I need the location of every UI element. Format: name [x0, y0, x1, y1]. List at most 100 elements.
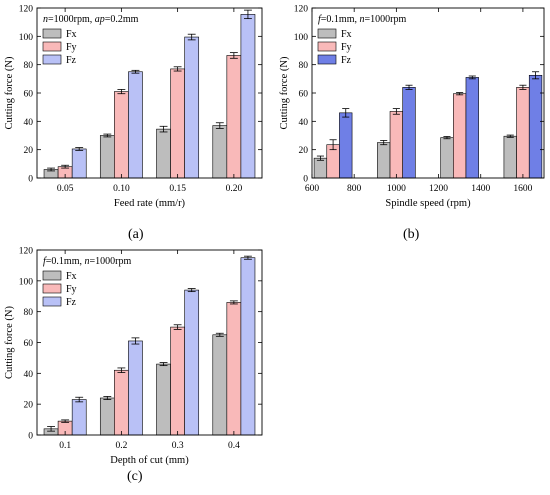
y-tick-label: 120: [19, 5, 34, 15]
y-tick-label: 100: [19, 33, 34, 43]
x-tick-label: 0.10: [113, 184, 130, 194]
bar-fz-0: [339, 112, 353, 179]
legend-swatch-fz: [42, 54, 62, 65]
x-tick-label: 0.15: [169, 184, 186, 194]
bar-fx-1: [377, 142, 391, 179]
y-tick-label: 80: [24, 61, 34, 71]
bar-fz-3: [240, 257, 256, 436]
error-bar-fz-0: [75, 396, 84, 403]
legend-label-fy: Fy: [66, 42, 77, 53]
error-bar-fx-2: [443, 136, 451, 140]
legend-swatch-fx: [317, 28, 337, 39]
bar-fx-1: [99, 135, 115, 179]
error-bar-fy-0: [329, 139, 337, 151]
error-bar-fx-0: [316, 155, 324, 161]
x-tick-label: 0.1: [59, 441, 71, 451]
bar-fz-1: [128, 71, 143, 179]
bar-fz-0: [71, 148, 87, 179]
y-tick-label: 120: [294, 5, 309, 15]
y-tick-label: 80: [299, 61, 309, 71]
bar-fz-0: [71, 399, 87, 436]
panel-label-a: (a): [128, 227, 144, 242]
legend-label-fz: Fz: [66, 55, 77, 66]
error-bar-fx-3: [215, 122, 224, 129]
error-bar-fx-0: [47, 426, 55, 432]
x-tick-label: 1600: [513, 184, 532, 194]
bar-fz-3: [528, 74, 543, 179]
error-bar-fy-3: [229, 300, 238, 305]
y-tick-label: 40: [299, 118, 309, 128]
bar-fy-1: [389, 111, 403, 179]
bar-fx-2: [440, 137, 454, 179]
legend-label-fy: Fy: [341, 42, 352, 53]
y-tick-label: 60: [24, 339, 34, 349]
bar-fx-0: [313, 157, 328, 179]
y-tick-label: 20: [24, 146, 34, 156]
bar-fx-2: [156, 363, 171, 436]
bar-fy-2: [170, 68, 185, 179]
error-bar-fx-3: [215, 332, 224, 337]
legend-label-fz: Fz: [341, 55, 352, 66]
bar-fz-3: [240, 14, 256, 179]
y-axis-label: Cutting force (N): [279, 56, 290, 129]
y-tick-label: 20: [24, 401, 34, 411]
chart-panel-2: 0 20 40 60 80 100 120 0.1 0.2 0.3 0.4 Depth of cut …: [4, 247, 263, 466]
bar-fy-2: [453, 93, 467, 179]
panel-label-b: (b): [403, 227, 420, 242]
error-bar-fx-1: [103, 396, 112, 400]
condition-annotation: n=1000rpm, ap=0.2mm: [43, 14, 139, 25]
error-bar-fx-2: [159, 125, 168, 133]
bar-fz-2: [184, 289, 200, 436]
error-bar-fx-2: [159, 362, 168, 367]
y-tick-label: 100: [19, 277, 34, 287]
legend-label-fy: Fy: [66, 284, 77, 295]
x-tick-label: 600: [305, 184, 320, 194]
error-bar-fy-3: [229, 52, 238, 59]
error-bar-fy-1: [117, 367, 126, 373]
condition-annotation: f=0.1mm, n=1000rpm: [318, 14, 406, 25]
error-bar-fy-2: [173, 66, 182, 72]
error-bar-fx-3: [506, 134, 514, 138]
error-bar-fy-2: [456, 92, 464, 96]
panel-label-c: (c): [127, 469, 143, 484]
bar-fz-2: [184, 36, 200, 179]
error-bar-fz-2: [187, 288, 196, 293]
error-bar-fz-1: [405, 84, 413, 90]
legend-swatch-fz: [42, 296, 62, 307]
x-tick-label: 0.4: [228, 441, 240, 451]
bar-fz-2: [465, 77, 479, 179]
bar-fy-3: [226, 302, 242, 436]
error-bar-fx-1: [103, 133, 112, 138]
error-bar-fy-1: [392, 108, 400, 115]
x-axis-label: Spindle speed (rpm): [385, 198, 471, 209]
error-bar-fz-0: [75, 147, 84, 151]
legend-swatch-fy: [42, 41, 62, 52]
y-axis-label: Cutting force (N): [4, 56, 15, 129]
y-tick-label: 0: [28, 175, 33, 185]
legend-label-fx: Fx: [66, 29, 77, 40]
y-tick-label: 120: [19, 247, 34, 257]
x-tick-label: 0.05: [57, 184, 74, 194]
y-tick-label: 80: [24, 308, 34, 318]
legend: Fx Fy Fz: [317, 28, 352, 66]
y-tick-label: 0: [28, 432, 33, 442]
bar-fy-3: [226, 55, 242, 179]
legend-label-fz: Fz: [66, 297, 77, 308]
error-bar-fz-2: [187, 33, 196, 41]
x-tick-label: 1400: [471, 184, 490, 194]
error-bar-fz-3: [532, 71, 540, 80]
legend: Fx Fy Fz: [42, 28, 77, 66]
bar-fy-1: [114, 91, 129, 179]
error-bar-fy-0: [61, 164, 70, 169]
y-tick-label: 40: [24, 118, 34, 128]
legend-swatch-fz: [317, 54, 337, 65]
bar-fz-1: [402, 87, 416, 179]
error-bar-fz-1: [131, 337, 140, 345]
x-axis-label: Feed rate (mm/r): [114, 198, 186, 209]
x-tick-label: 800: [347, 184, 362, 194]
y-tick-label: 0: [303, 175, 308, 185]
y-tick-label: 100: [294, 33, 309, 43]
x-tick-label: 0.3: [172, 441, 184, 451]
bar-fy-3: [516, 87, 530, 179]
